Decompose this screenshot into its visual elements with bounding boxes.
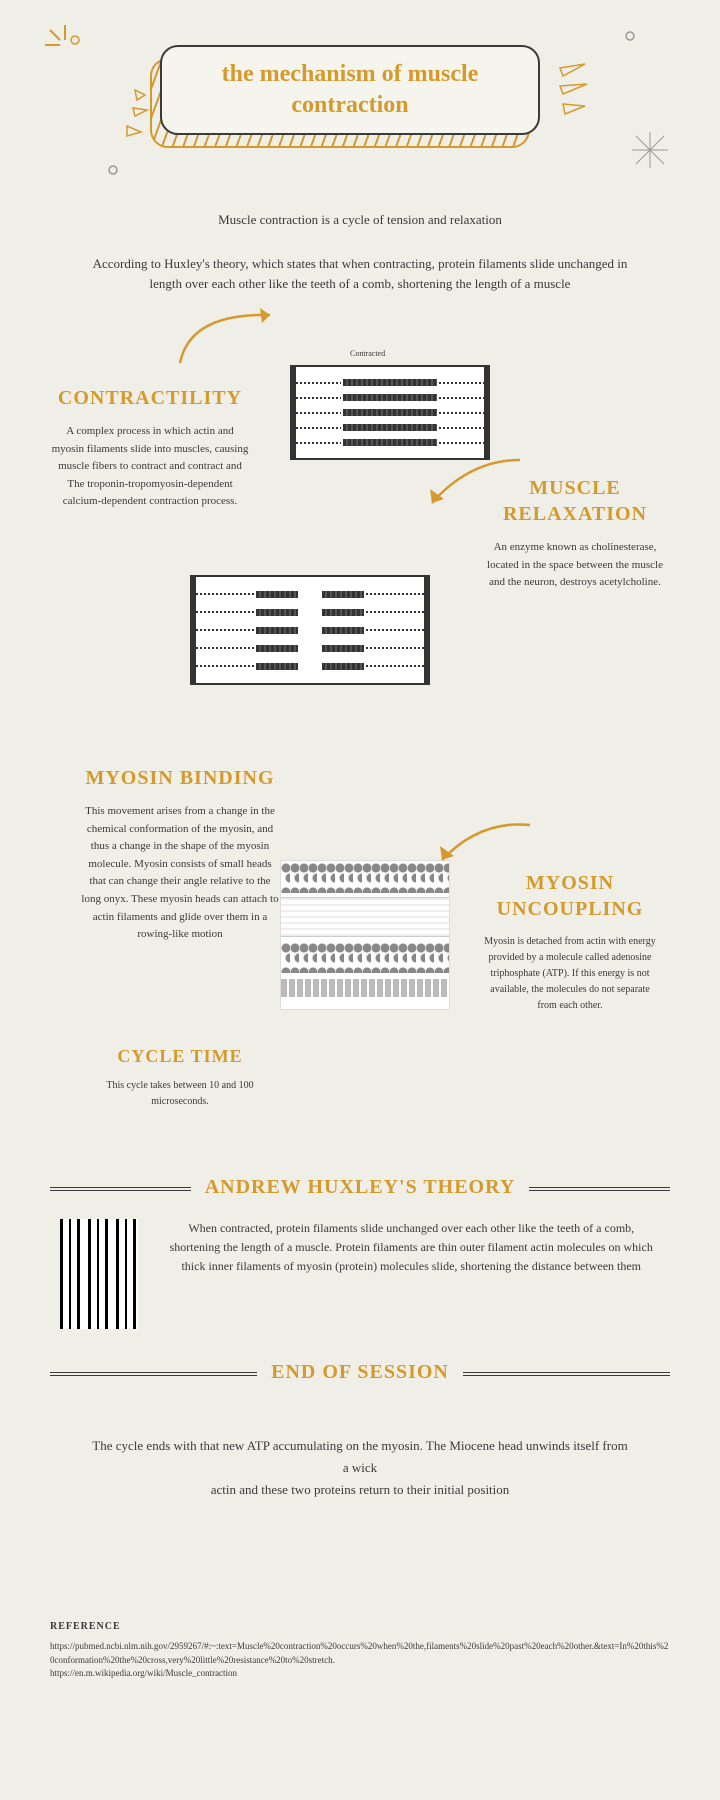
intro-text-2: According to Huxley's theory, which stat… [90,254,630,296]
section-myosin: MYOSIN BINDING This movement arises from… [50,765,670,1125]
reference-url-2: https://en.m.wikipedia.org/wiki/Muscle_c… [50,1667,670,1681]
reference-heading: REFERENCE [50,1621,670,1632]
arrow-icon [430,815,540,875]
burst-icon [555,60,635,120]
end-session-body: The cycle ends with that new ATP accumul… [90,1435,630,1501]
cycle-time-heading: CYCLE TIME [80,1045,280,1068]
sparkle-icon [40,20,90,70]
sarcomere-contracted-diagram [290,365,490,460]
myosin-binding-heading: MYOSIN BINDING [80,765,280,791]
title-banner: the mechanism of muscle contraction [70,40,650,170]
cycle-time-body: This cycle takes between 10 and 100 micr… [80,1078,280,1110]
huxley-divider: ANDREW HUXLEY'S THEORY [50,1175,670,1199]
circle-icon [65,30,85,50]
title-box: the mechanism of muscle contraction [160,45,540,135]
uncoupling-heading: MYOSIN UNCOUPLING [480,870,660,922]
huxley-heading: ANDREW HUXLEY'S THEORY [205,1175,516,1199]
myosin-binding-body: This movement arises from a change in th… [80,803,280,944]
circle-icon [622,28,638,44]
section-contractility-relaxation: CONTRACTILITY A complex process in which… [50,345,670,625]
intro-text-1: Muscle contraction is a cycle of tension… [100,210,620,230]
arrow-icon [170,303,290,373]
sarcomere-relaxed-diagram [190,575,430,685]
huxley-microscopy-image [60,1219,138,1329]
end-heading: END OF SESSION [271,1359,449,1385]
reference-section: REFERENCE https://pubmed.ncbi.nlm.nih.go… [50,1621,670,1681]
filament-diagram [280,860,450,1010]
contractility-heading: CONTRACTILITY [50,385,250,411]
huxley-body: When contracted, protein filaments slide… [162,1219,660,1277]
contractility-body: A complex process in which actin and myo… [50,423,250,511]
relaxation-heading: MUSCLE RELAXATION [480,475,670,527]
contracted-label: Contracted [350,349,385,358]
asterisk-icon [630,130,670,170]
uncoupling-body: Myosin is detached from actin with energ… [480,934,660,1014]
huxley-section: When contracted, protein filaments slide… [60,1219,660,1329]
burst-icon [85,80,155,150]
reference-url-1: https://pubmed.ncbi.nlm.nih.gov/2959267/… [50,1640,670,1667]
circle-icon [105,162,121,178]
end-divider: END OF SESSION [50,1359,670,1385]
page-title: the mechanism of muscle contraction [162,59,538,121]
relaxation-body: An enzyme known as cholinesterase, locat… [480,539,670,592]
